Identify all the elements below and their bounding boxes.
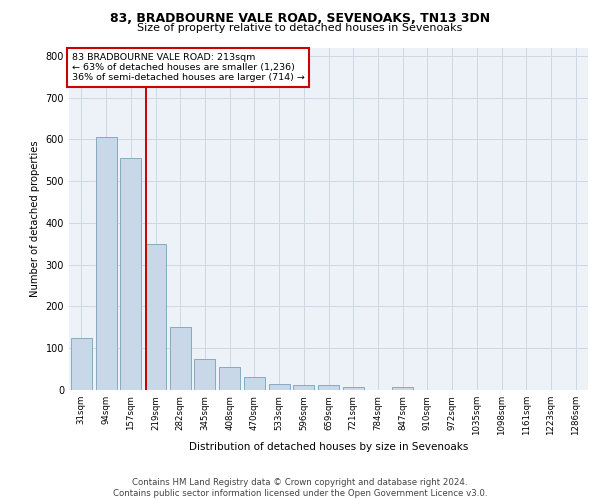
Bar [343, 387, 364, 390]
Bar [71, 338, 92, 390]
Bar [219, 367, 240, 390]
Bar [95, 138, 116, 390]
Bar [269, 384, 290, 390]
Bar [392, 386, 413, 390]
Bar [293, 385, 314, 390]
Bar [170, 328, 191, 390]
Bar [145, 244, 166, 390]
Text: Size of property relative to detached houses in Sevenoaks: Size of property relative to detached ho… [137, 23, 463, 33]
Y-axis label: Number of detached properties: Number of detached properties [30, 140, 40, 297]
Bar [120, 158, 141, 390]
Bar [318, 385, 339, 390]
Bar [244, 378, 265, 390]
Bar [194, 358, 215, 390]
Text: 83 BRADBOURNE VALE ROAD: 213sqm
← 63% of detached houses are smaller (1,236)
36%: 83 BRADBOURNE VALE ROAD: 213sqm ← 63% of… [71, 52, 304, 82]
X-axis label: Distribution of detached houses by size in Sevenoaks: Distribution of detached houses by size … [189, 442, 468, 452]
Text: Contains HM Land Registry data © Crown copyright and database right 2024.
Contai: Contains HM Land Registry data © Crown c… [113, 478, 487, 498]
Text: 83, BRADBOURNE VALE ROAD, SEVENOAKS, TN13 3DN: 83, BRADBOURNE VALE ROAD, SEVENOAKS, TN1… [110, 12, 490, 25]
